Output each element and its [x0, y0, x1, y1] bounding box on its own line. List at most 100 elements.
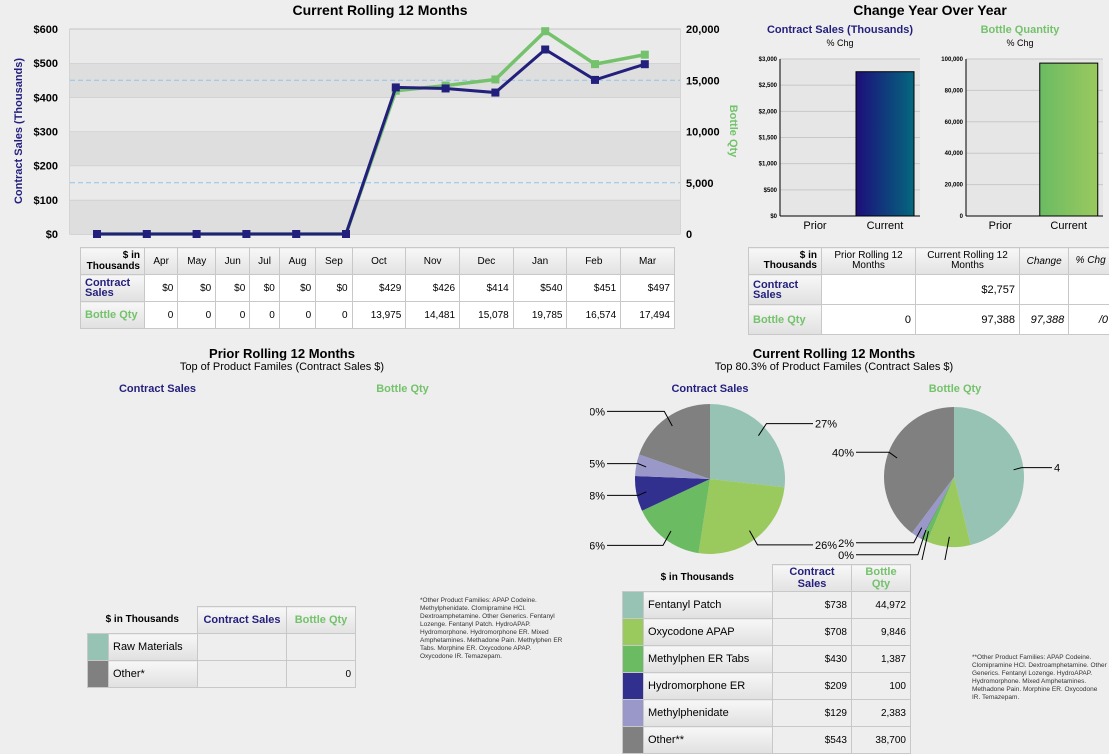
cell: 97,388: [1020, 305, 1069, 335]
cell: 17,494: [621, 302, 675, 329]
yoy-title: Change Year Over Year: [780, 2, 1080, 18]
tick-label: $2,000: [759, 109, 778, 115]
data-point: [541, 27, 549, 35]
cell: $708: [773, 619, 852, 646]
y-left-title: Contract Sales (Thousands): [13, 58, 25, 204]
data-point: [541, 46, 549, 54]
data-point: [292, 230, 300, 238]
pie-slice: [699, 479, 785, 554]
col-header: Bottle Qty: [287, 607, 356, 634]
month-header: Mar: [621, 248, 675, 275]
data-point: [641, 60, 649, 68]
current-footnote: **Other Product Families: APAP Codeine. …: [972, 654, 1107, 702]
cell: [287, 634, 356, 661]
cell: 38,700: [852, 727, 911, 754]
legend-swatch: [623, 646, 644, 673]
cell: 0: [316, 302, 352, 329]
cell: 0: [178, 302, 216, 329]
month-header: Oct: [352, 248, 406, 275]
family-label: Raw Materials: [109, 634, 198, 661]
pie-pct-label: 27%: [815, 419, 837, 431]
cell: $497: [621, 275, 675, 302]
pie-pct-label: 8%: [590, 490, 605, 502]
current-cs-label: Contract Sales: [640, 383, 780, 395]
tick-label: 60,000: [945, 120, 964, 126]
tick-label: 20,000: [945, 183, 964, 189]
pie-pct-label: 46%: [1054, 463, 1060, 475]
cell: 0: [250, 302, 280, 329]
cell: 0: [216, 302, 250, 329]
tick-label: 0: [960, 214, 964, 220]
legend-swatch: [88, 634, 109, 661]
data-point: [591, 76, 599, 84]
cell: $0: [279, 275, 315, 302]
data-point: [442, 84, 450, 92]
cell: 16,574: [567, 302, 621, 329]
cell: 14,481: [406, 302, 460, 329]
line-chart: $0$100$200$300$400$500$60005,00010,00015…: [0, 0, 745, 245]
cell: $0: [316, 275, 352, 302]
corner: $ in Thousands: [623, 565, 773, 592]
prior-title: Prior Rolling 12 Months: [132, 346, 432, 361]
col-header: % Chg: [1069, 248, 1109, 275]
left-tick-label: $500: [34, 58, 58, 70]
tick-label: $500: [764, 188, 778, 194]
month-header: Aug: [279, 248, 315, 275]
month-header: Sep: [316, 248, 352, 275]
prior-bq-label: Bottle Qty: [340, 383, 465, 395]
col-header: Prior Rolling 12 Months: [822, 248, 916, 275]
cell: $451: [567, 275, 621, 302]
current-bq-label: Bottle Qty: [900, 383, 1010, 395]
category-label: Current: [1050, 220, 1087, 232]
month-header: Jan: [513, 248, 567, 275]
col-header: Current Rolling 12 Months: [916, 248, 1020, 275]
cell: 0: [279, 302, 315, 329]
yoy-bq-pct: % Chg: [940, 38, 1100, 48]
plot-band: [70, 97, 680, 131]
family-label: Methylphen ER Tabs: [644, 646, 773, 673]
corner: $ in Thousands: [88, 607, 198, 634]
cell: $0: [145, 275, 178, 302]
row-label: Bottle Qty: [749, 305, 822, 335]
corner: $ in Thousands: [81, 248, 145, 275]
cell: $129: [773, 700, 852, 727]
col-header: Bottle Qty: [852, 565, 911, 592]
family-label: Oxycodone APAP: [644, 619, 773, 646]
pie-pct-label: 16%: [590, 540, 605, 552]
legend-swatch: [623, 619, 644, 646]
cell: [198, 661, 287, 688]
cell: 13,975: [352, 302, 406, 329]
tick-label: $0: [770, 214, 777, 220]
cell: [822, 275, 916, 305]
row-label: Bottle Qty: [81, 302, 145, 329]
cell: 100: [852, 673, 911, 700]
cell: 0: [822, 305, 916, 335]
row-label: Contract Sales: [81, 275, 145, 302]
family-label: Other**: [644, 727, 773, 754]
tick-label: 80,000: [945, 88, 964, 94]
current-subtitle: Top 80.3% of Product Familes (Contract S…: [684, 361, 984, 373]
left-tick-label: $600: [34, 24, 58, 36]
current-title: Current Rolling 12 Months: [684, 346, 984, 361]
tick-label: $2,500: [759, 83, 778, 89]
data-point: [641, 51, 649, 59]
yoy-bar-charts: $0$500$1,000$1,500$2,000$2,500$3,000Prio…: [740, 50, 1109, 240]
table-row: Raw Materials: [88, 634, 356, 661]
prior-subtitle: Top of Product Familes (Contract Sales $…: [132, 361, 432, 373]
category-label: Prior: [803, 220, 827, 232]
table-row: Contract Sales$0$0$0$0$0$0$429$426$414$5…: [81, 275, 675, 302]
tick-label: $3,000: [759, 57, 778, 63]
month-header: Dec: [460, 248, 514, 275]
data-point: [491, 89, 499, 97]
data-point: [342, 230, 350, 238]
month-header: Jul: [250, 248, 280, 275]
cell: 2,383: [852, 700, 911, 727]
cell: 44,972: [852, 592, 911, 619]
